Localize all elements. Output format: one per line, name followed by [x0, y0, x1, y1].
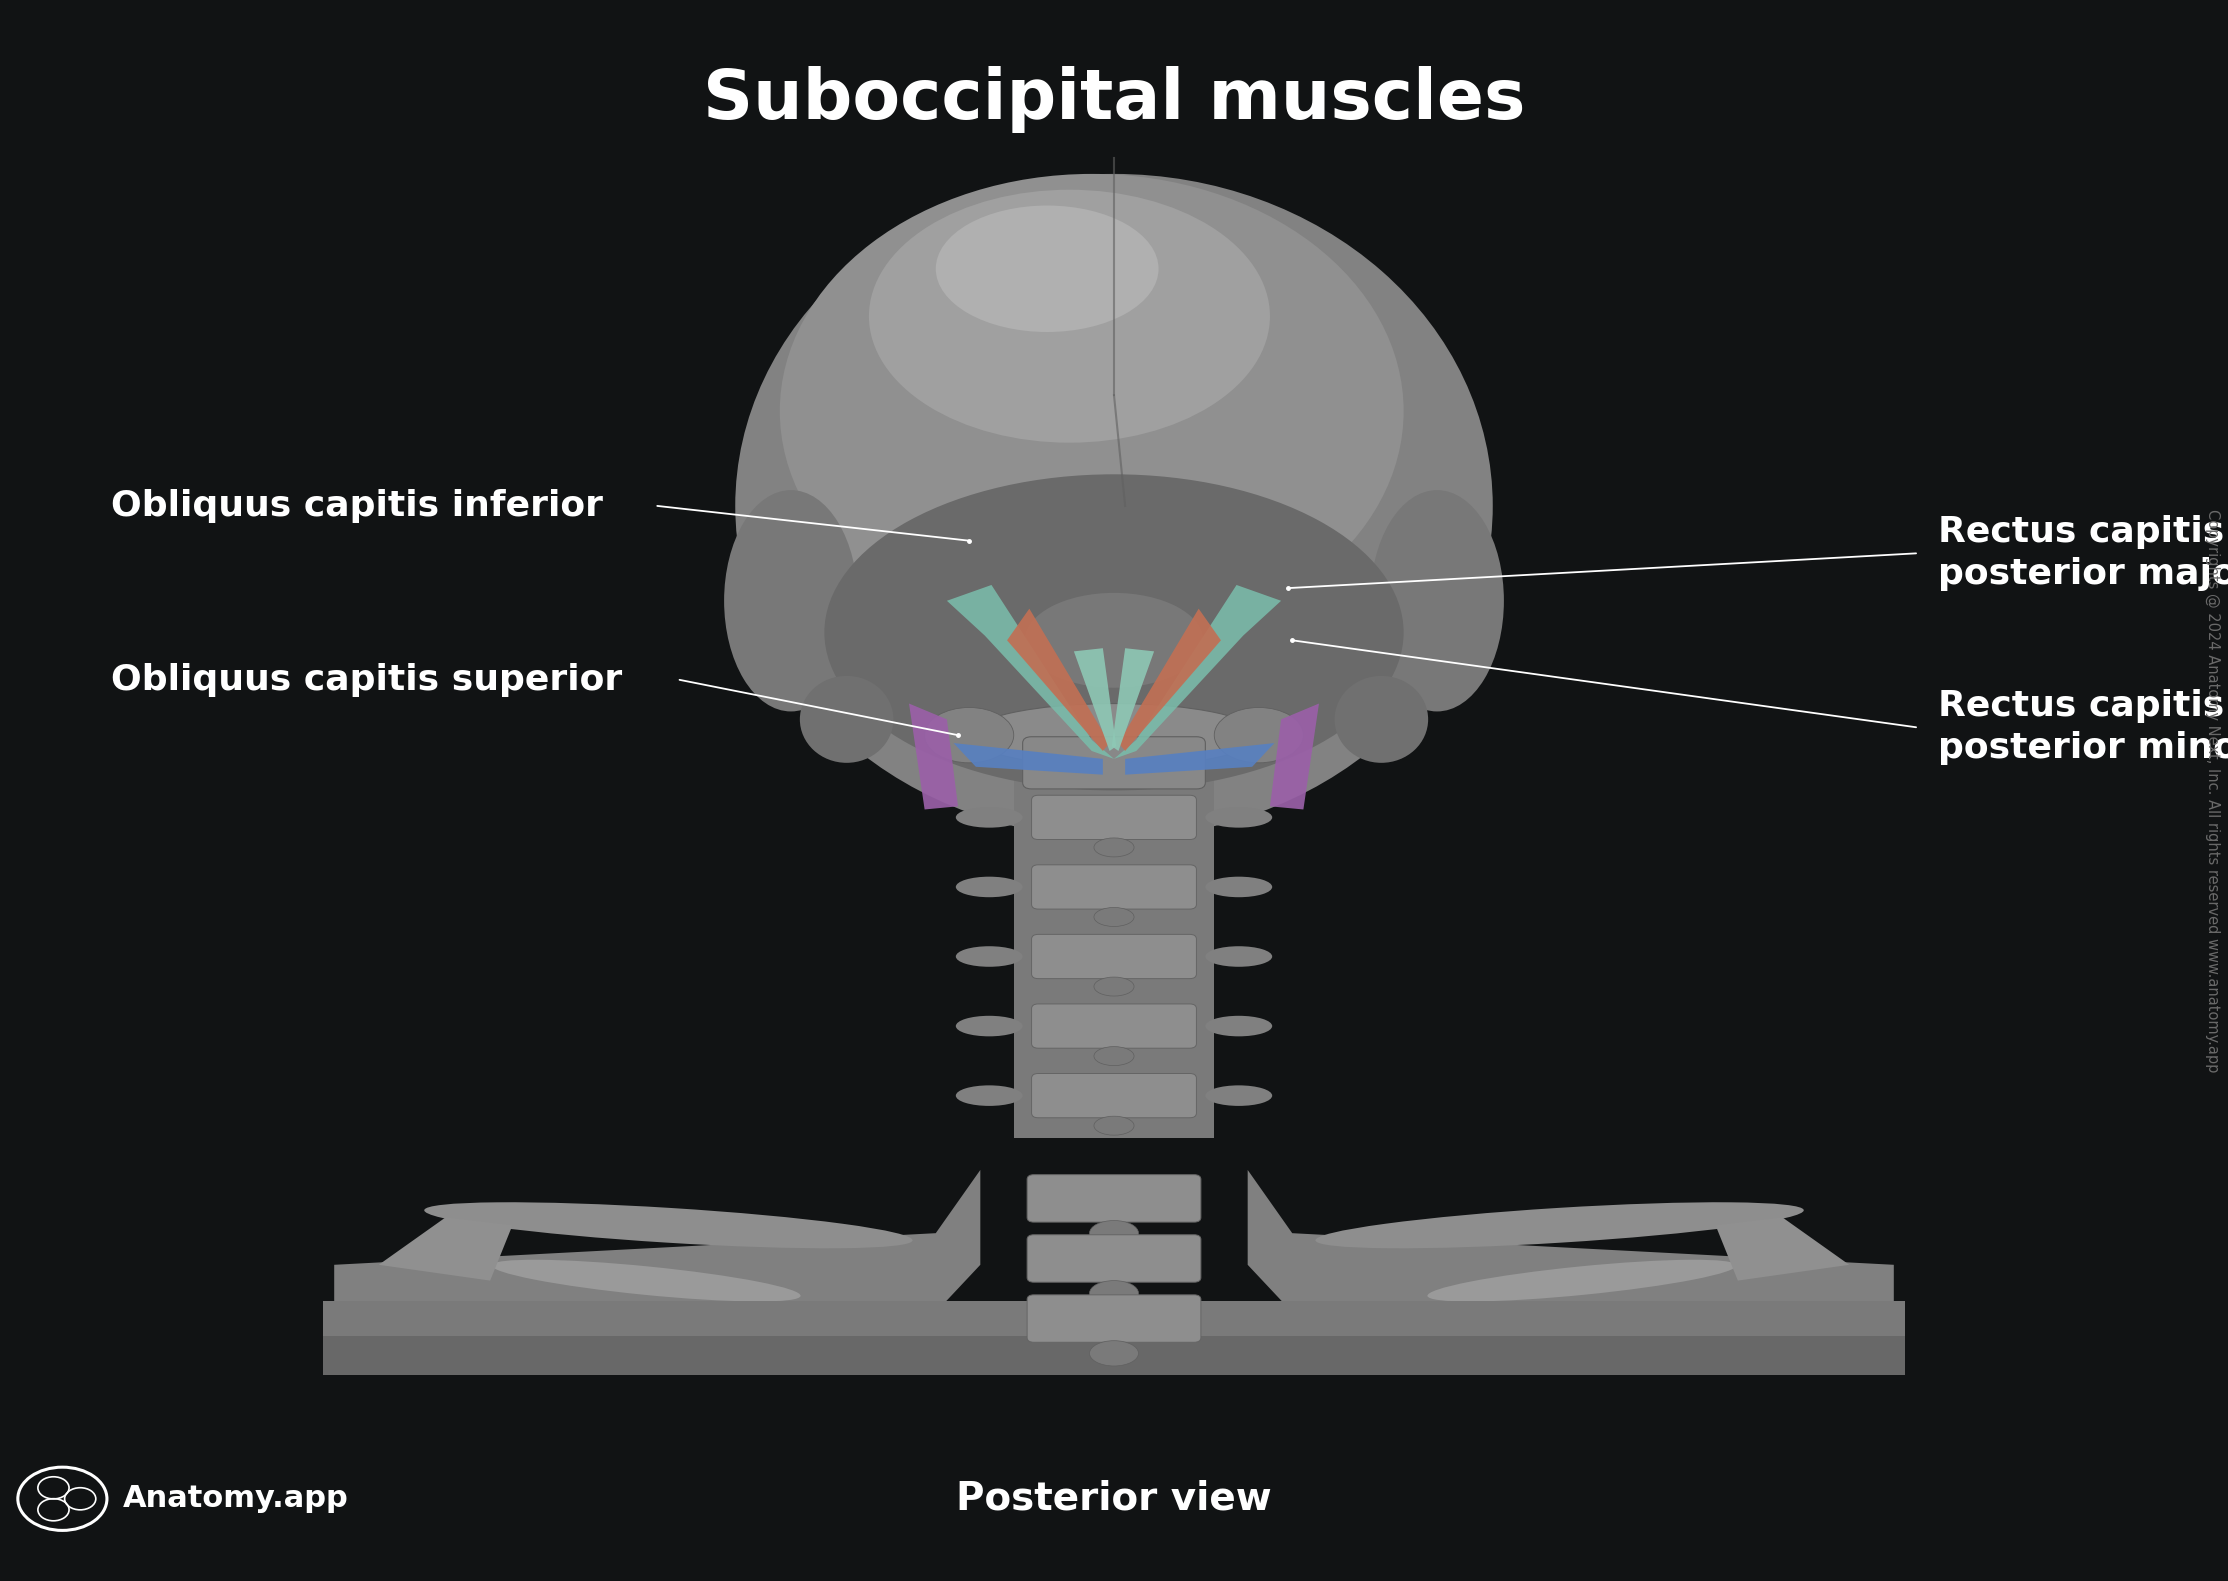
Ellipse shape	[956, 1085, 1023, 1107]
Ellipse shape	[1205, 1017, 1272, 1037]
Text: Posterior view: Posterior view	[956, 1480, 1272, 1518]
Ellipse shape	[1335, 677, 1428, 762]
Polygon shape	[1014, 719, 1214, 1138]
Ellipse shape	[956, 876, 1023, 898]
Polygon shape	[379, 1217, 512, 1281]
FancyBboxPatch shape	[1032, 934, 1196, 979]
Ellipse shape	[1315, 1202, 1805, 1249]
Ellipse shape	[1094, 977, 1134, 996]
Text: Copyrights @ 2024 Anatomy Next, Inc. All rights reserved www.anatomy.app: Copyrights @ 2024 Anatomy Next, Inc. All…	[2206, 509, 2219, 1072]
Polygon shape	[947, 585, 1114, 759]
Polygon shape	[1074, 648, 1116, 751]
FancyBboxPatch shape	[323, 1301, 1905, 1336]
Ellipse shape	[800, 677, 893, 762]
Polygon shape	[909, 704, 958, 809]
Text: Obliquus capitis inferior: Obliquus capitis inferior	[111, 489, 604, 523]
FancyBboxPatch shape	[323, 1304, 1905, 1375]
FancyBboxPatch shape	[1023, 737, 1205, 789]
Text: Anatomy.app: Anatomy.app	[123, 1485, 348, 1513]
Ellipse shape	[780, 174, 1404, 648]
Text: Obliquus capitis superior: Obliquus capitis superior	[111, 662, 622, 697]
Ellipse shape	[735, 174, 1493, 838]
Ellipse shape	[1205, 945, 1272, 968]
Ellipse shape	[969, 704, 1259, 767]
Polygon shape	[1716, 1217, 1849, 1281]
Ellipse shape	[1094, 838, 1134, 857]
Ellipse shape	[925, 708, 1014, 762]
Ellipse shape	[1089, 1341, 1139, 1366]
Ellipse shape	[1428, 1260, 1736, 1301]
Ellipse shape	[1370, 490, 1504, 711]
FancyBboxPatch shape	[1027, 1295, 1201, 1342]
Ellipse shape	[423, 1202, 913, 1249]
FancyBboxPatch shape	[1032, 795, 1196, 840]
Ellipse shape	[1094, 1116, 1134, 1135]
Ellipse shape	[956, 1017, 1023, 1037]
Ellipse shape	[1094, 907, 1134, 926]
FancyBboxPatch shape	[1032, 865, 1196, 909]
Ellipse shape	[936, 206, 1159, 332]
Polygon shape	[1270, 704, 1319, 809]
Polygon shape	[954, 743, 1103, 775]
Ellipse shape	[1089, 1281, 1139, 1306]
FancyBboxPatch shape	[1032, 1004, 1196, 1048]
Ellipse shape	[492, 1260, 800, 1301]
Polygon shape	[1118, 609, 1221, 751]
Polygon shape	[1114, 585, 1281, 759]
Ellipse shape	[1214, 708, 1303, 762]
Ellipse shape	[724, 490, 858, 711]
Text: Rectus capitis
posterior major: Rectus capitis posterior major	[1938, 515, 2228, 591]
Ellipse shape	[1205, 806, 1272, 828]
Ellipse shape	[1025, 593, 1203, 688]
Ellipse shape	[869, 190, 1270, 443]
Ellipse shape	[956, 806, 1023, 828]
Polygon shape	[334, 1170, 980, 1344]
Text: Rectus capitis
posterior minor: Rectus capitis posterior minor	[1938, 689, 2228, 765]
FancyBboxPatch shape	[1027, 1175, 1201, 1222]
Ellipse shape	[956, 945, 1023, 968]
Ellipse shape	[824, 474, 1404, 790]
FancyBboxPatch shape	[1027, 1235, 1201, 1282]
Polygon shape	[1112, 648, 1154, 751]
Ellipse shape	[1094, 1047, 1134, 1066]
Polygon shape	[1248, 1170, 1894, 1344]
Text: Suboccipital muscles: Suboccipital muscles	[702, 66, 1526, 133]
Ellipse shape	[1205, 876, 1272, 898]
Ellipse shape	[1089, 1221, 1139, 1246]
Ellipse shape	[1205, 1085, 1272, 1107]
FancyBboxPatch shape	[1032, 1073, 1196, 1118]
Polygon shape	[1007, 609, 1110, 751]
Polygon shape	[1125, 743, 1274, 775]
